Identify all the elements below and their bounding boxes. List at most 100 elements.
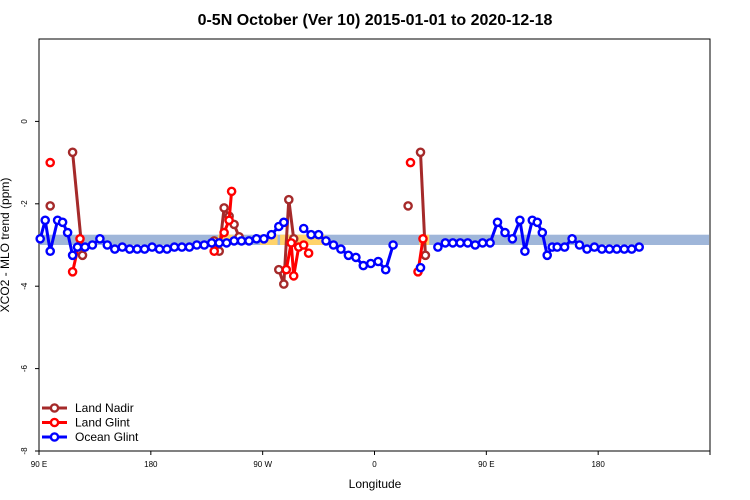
data-point: [634, 242, 645, 252]
data-point: [191, 240, 202, 250]
data-point: [597, 244, 607, 254]
x-tick-label: 180: [144, 460, 158, 469]
data-point: [298, 223, 309, 234]
data-point: [206, 238, 217, 248]
y-tick-label: -2: [20, 200, 29, 208]
data-point: [328, 240, 339, 250]
data-point: [485, 238, 495, 248]
data-point: [35, 233, 46, 244]
band-land-segment: [280, 234, 325, 245]
data-point: [552, 242, 563, 252]
legend-item-land-nadir: Land Nadir: [42, 401, 134, 415]
data-point: [515, 215, 525, 226]
legend-item-land-glint: Land Glint: [42, 416, 130, 430]
data-point: [626, 244, 637, 254]
data-point: [321, 236, 331, 246]
series-layer: [35, 147, 645, 289]
data-point: [303, 248, 314, 258]
x-tick-label: 0: [372, 460, 377, 469]
data-point: [559, 242, 570, 252]
data-point: [132, 244, 142, 254]
data-point: [45, 246, 56, 256]
data-point: [542, 250, 553, 261]
data-point: [403, 201, 413, 211]
data-point: [619, 244, 630, 254]
y-axis: -8 -6 -4 -2 0: [20, 119, 39, 455]
data-point: [224, 215, 234, 226]
data-point: [415, 147, 426, 158]
data-point: [77, 250, 88, 261]
data-point: [336, 244, 346, 254]
data-point: [162, 244, 172, 254]
y-tick-label: -4: [20, 282, 29, 290]
data-point: [612, 244, 622, 254]
data-point: [418, 233, 428, 244]
x-tick-label: 90 W: [253, 460, 272, 469]
data-point: [45, 157, 56, 168]
data-point: [306, 229, 316, 240]
data-point: [313, 229, 324, 240]
background-band: [40, 234, 709, 245]
data-point: [214, 238, 224, 248]
data-point: [351, 252, 361, 263]
data-point: [169, 242, 180, 252]
data-point: [226, 186, 237, 197]
series-ocean-glint: [35, 215, 645, 275]
data-point: [278, 279, 289, 289]
data-point: [199, 240, 210, 250]
data-point: [219, 203, 229, 213]
data-point: [124, 244, 135, 254]
legend-marker: [49, 417, 60, 428]
data-point: [532, 217, 543, 228]
y-tick-label: -8: [20, 447, 29, 455]
data-point: [154, 244, 165, 254]
x-axis: 90 E 180 90 W 0 90 E 180: [31, 451, 711, 469]
data-point: [492, 217, 503, 228]
legend-marker: [49, 432, 60, 442]
data-point: [415, 262, 426, 273]
data-point: [388, 240, 398, 250]
series-line: [277, 198, 296, 286]
data-point: [67, 266, 78, 277]
data-point: [278, 217, 289, 228]
data-point: [281, 264, 292, 275]
data-point: [420, 250, 431, 261]
data-point: [298, 240, 309, 250]
data-point: [343, 250, 354, 261]
data-point: [589, 242, 600, 252]
data-point: [219, 227, 229, 238]
legend-label: Land Glint: [75, 416, 130, 430]
data-point: [147, 242, 157, 252]
data-point: [259, 233, 269, 244]
data-point: [380, 264, 391, 275]
data-point: [462, 238, 473, 248]
data-point: [604, 244, 615, 254]
data-point: [567, 233, 577, 244]
data-point: [470, 240, 481, 250]
data-point: [373, 256, 384, 267]
y-axis-label: XCO2 - MLO trend (ppm): [0, 178, 12, 313]
data-point: [500, 227, 510, 238]
x-tick-label: 90 E: [478, 460, 494, 469]
x-axis-label: Longitude: [349, 477, 402, 491]
data-point: [405, 157, 416, 168]
data-point: [507, 233, 518, 244]
data-point: [40, 215, 51, 226]
legend-label: Land Nadir: [75, 401, 134, 415]
data-point: [67, 250, 78, 261]
chart-title: 0-5N October (Ver 10) 2015-01-01 to 2020…: [198, 12, 553, 29]
data-point: [110, 244, 120, 254]
data-point: [365, 258, 376, 269]
data-point: [582, 244, 592, 254]
data-point: [433, 242, 443, 252]
data-point: [574, 240, 585, 250]
data-point: [75, 233, 85, 244]
x-tick-label: 180: [591, 460, 605, 469]
legend-marker: [49, 403, 60, 413]
data-point: [455, 238, 466, 248]
data-point: [87, 240, 98, 250]
data-point: [184, 242, 195, 252]
data-point: [520, 246, 530, 256]
data-point: [288, 271, 299, 281]
